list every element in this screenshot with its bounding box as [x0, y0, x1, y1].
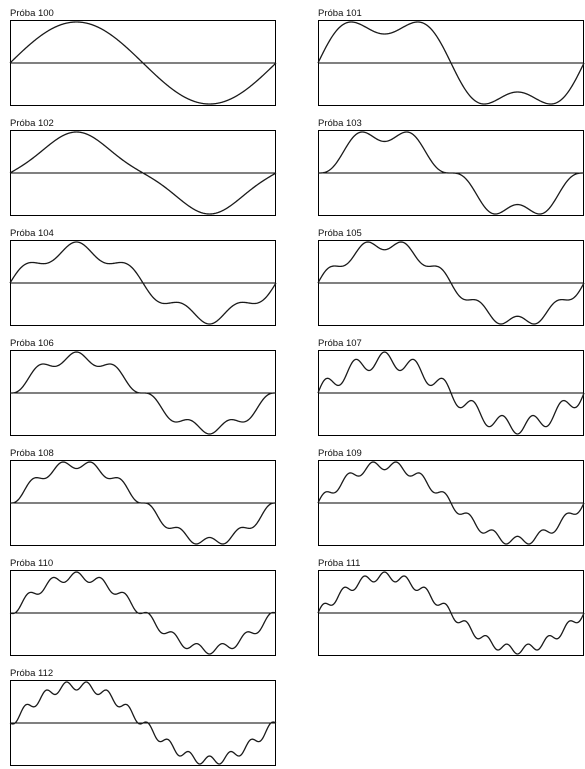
panel-title: Próba 100	[10, 8, 54, 19]
waveform-line	[9, 21, 277, 105]
panel-title: Próba 107	[318, 338, 362, 349]
waveform-plot	[318, 130, 584, 216]
waveform-line	[9, 681, 277, 765]
waveform-line	[318, 131, 584, 215]
waveform-plot	[10, 350, 276, 436]
waveform-plot	[9, 20, 277, 106]
waveform-plot	[317, 460, 585, 546]
waveform-plot	[10, 460, 276, 546]
waveform-plot	[9, 130, 277, 216]
waveform-line	[9, 131, 277, 215]
waveform-line	[10, 461, 276, 545]
panel-title: Próba 102	[10, 118, 54, 129]
waveform-plot	[317, 570, 585, 656]
waveform-plot	[9, 240, 277, 326]
waveform-plot	[9, 680, 277, 766]
waveform-line	[317, 571, 585, 655]
waveform-line	[317, 21, 585, 105]
panel-title: Próba 112	[10, 668, 54, 679]
waveform-line	[9, 241, 277, 325]
panel-title: Próba 109	[318, 448, 362, 459]
panel-title: Próba 108	[10, 448, 54, 459]
waveform-plot	[9, 570, 277, 656]
waveform-plot	[317, 350, 585, 436]
panel-title: Próba 104	[10, 228, 54, 239]
panel-title: Próba 105	[318, 228, 362, 239]
panel-title: Próba 111	[318, 558, 361, 569]
waveform-line	[317, 461, 585, 545]
panel-title: Próba 106	[10, 338, 54, 349]
waveform-plot	[317, 20, 585, 106]
panel-title: Próba 103	[318, 118, 362, 129]
waveform-line	[9, 571, 277, 655]
waveform-line	[317, 241, 585, 325]
panel-title: Próba 101	[318, 8, 362, 19]
panel-title: Próba 110	[10, 558, 54, 569]
waveform-line	[10, 351, 276, 435]
waveform-plot	[317, 240, 585, 326]
waveform-line	[317, 351, 585, 435]
